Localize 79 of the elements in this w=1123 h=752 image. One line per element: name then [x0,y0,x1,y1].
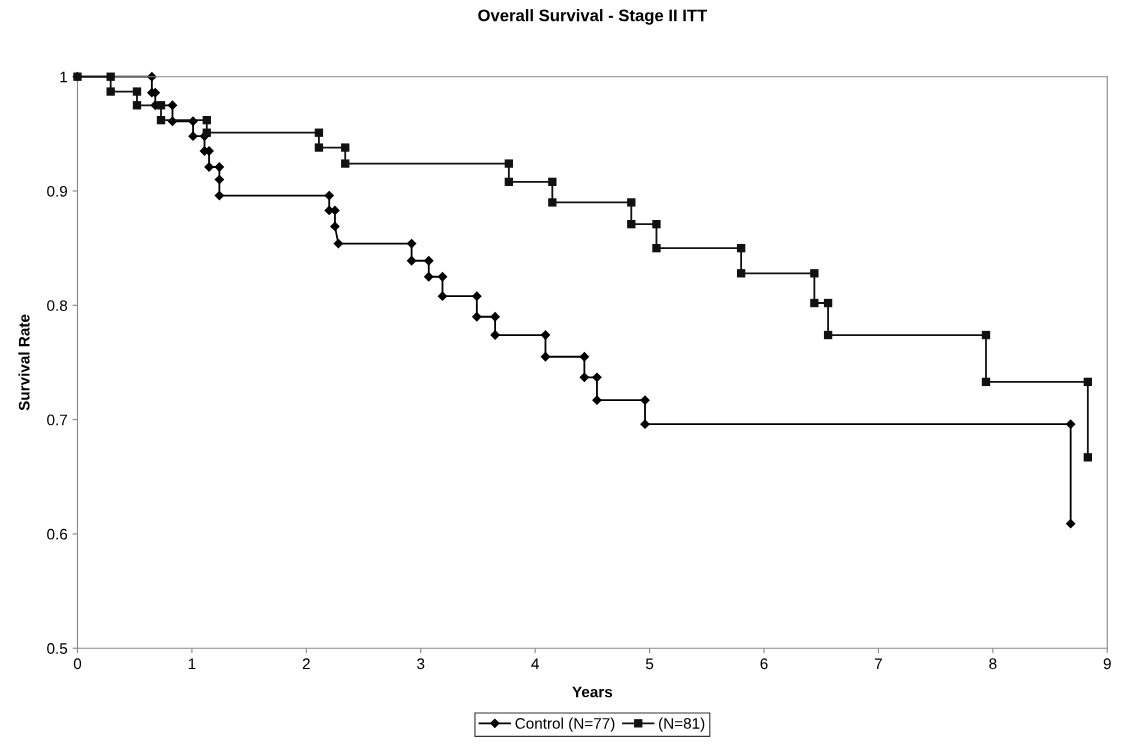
point [823,330,833,340]
point [627,198,636,207]
point [202,128,211,137]
point [652,243,661,253]
point [540,330,551,340]
point [341,143,350,152]
x-tick-label: 8 [989,658,997,670]
point [406,255,417,266]
y-tick-label: 0.6 [47,528,68,540]
x-tick-label: 5 [645,658,654,670]
x-tick-label: 2 [302,658,310,670]
point [132,87,142,96]
x-tick-label: 7 [874,658,882,670]
point [1065,518,1076,529]
point [330,221,340,232]
point [1083,453,1092,462]
x-tick-label: 9 [1103,658,1111,670]
point [736,269,746,278]
point [548,198,557,207]
x-tick-label: 3 [417,658,425,670]
point [579,372,590,383]
point [156,101,166,110]
point [214,190,225,201]
x-tick-label: 1 [188,658,196,670]
y-tick-label: 1 [60,71,68,83]
point [823,298,833,308]
point [324,190,335,201]
point [202,115,211,125]
point [981,377,991,387]
point [314,143,324,152]
point [810,298,819,308]
legend-label: (N=81) [659,717,705,732]
point [490,330,501,340]
point [1065,419,1076,430]
point [167,100,178,111]
point [437,291,448,302]
point [592,372,602,383]
point [214,162,225,172]
y-tick-label: 0.5 [47,643,68,654]
point [437,271,448,282]
point [540,351,551,362]
point [1083,377,1092,387]
point [504,177,514,187]
legend-label: Control (N=77) [515,717,615,732]
point [490,311,501,322]
point [652,219,661,229]
point [423,255,434,266]
point [471,311,482,322]
point [592,395,602,406]
x-tick-label: 0 [73,658,82,670]
point [132,101,142,110]
x-tick-label: 6 [760,658,768,670]
y-tick-label: 0.8 [47,300,68,311]
point [423,271,434,282]
point [504,159,514,168]
point [214,174,225,185]
point [188,131,198,142]
point [981,330,991,340]
point [341,159,350,168]
point [640,419,650,430]
point [156,115,166,125]
point [736,243,746,253]
point [810,269,819,278]
point [579,351,590,362]
x-axis-title: Years [572,686,613,698]
point [627,219,636,229]
point [640,395,650,406]
point [471,291,482,302]
point [314,128,324,137]
point [106,72,115,81]
x-tick-label: 4 [531,658,539,670]
y-tick-label: 0.7 [47,414,67,426]
point [106,87,115,96]
point [548,177,557,187]
point [333,238,344,249]
point [406,238,417,249]
y-tick-label: 0.9 [47,185,68,197]
y-axis-title: Survival Rate [18,314,30,411]
chart-title: Overall Survival - Stage II ITT [478,9,708,25]
